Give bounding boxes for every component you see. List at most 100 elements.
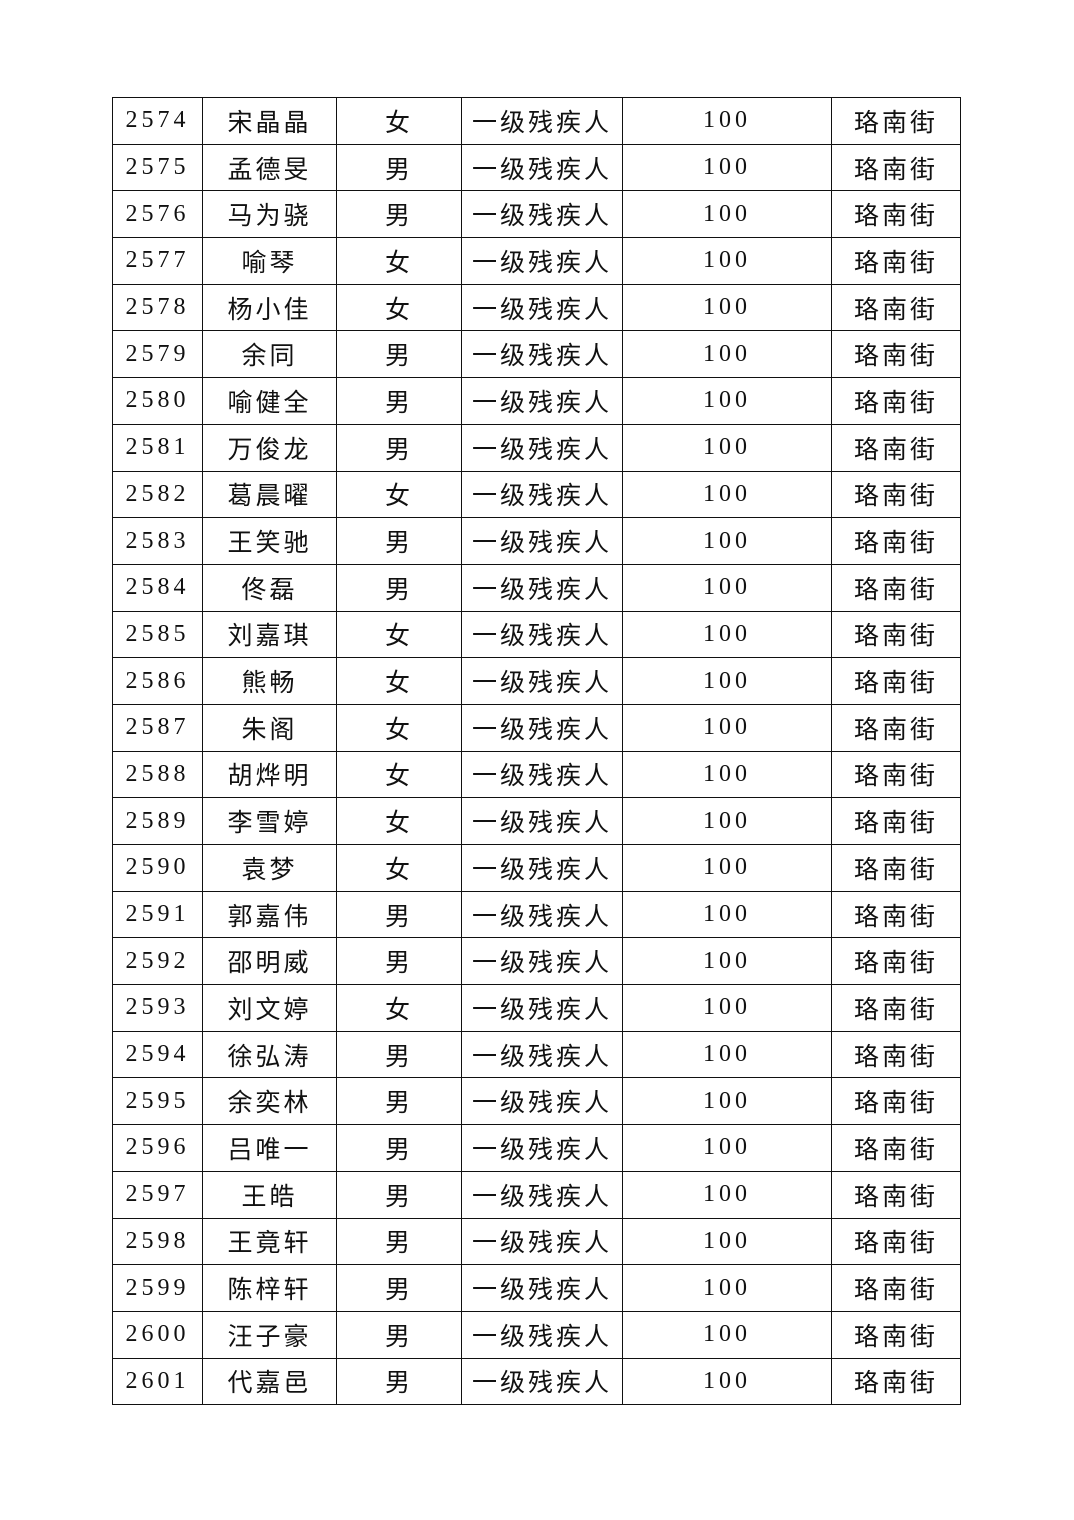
- serial-number-cell: 2576: [112, 190, 203, 239]
- gender-cell: 男: [336, 423, 462, 472]
- name-cell: 马为骁: [202, 190, 337, 239]
- table-row: 2589 李雪婷女一级残疾人 100 珞南街: [112, 797, 961, 845]
- street-cell: 珞南街: [831, 890, 961, 939]
- serial-number-cell: 2600: [112, 1310, 203, 1359]
- name-cell: 刘嘉琪: [202, 610, 337, 659]
- name-cell: 杨小佳: [202, 283, 337, 332]
- street-cell: 珞南街: [831, 984, 961, 1032]
- amount-cell: 100: [622, 750, 832, 799]
- gender-cell: 男: [336, 1170, 462, 1219]
- name-cell: 徐弘涛: [202, 1030, 337, 1079]
- disability-level-cell: 一级残疾人: [461, 1357, 623, 1406]
- amount-cell: 100: [622, 143, 832, 192]
- gender-cell: 男: [336, 1264, 462, 1312]
- disability-level-cell: 一级残疾人: [461, 1030, 623, 1079]
- amount-cell: 100: [622, 1217, 832, 1266]
- gender-cell: 男: [336, 143, 462, 192]
- serial-number-cell: 2589: [112, 797, 203, 845]
- serial-number-cell: 2594: [112, 1030, 203, 1079]
- name-cell: 王竟轩: [202, 1217, 337, 1266]
- serial-number-cell: 2584: [112, 563, 203, 612]
- disability-level-cell: 一级残疾人: [461, 844, 623, 892]
- serial-number-cell: 2575: [112, 143, 203, 192]
- street-cell: 珞南街: [831, 750, 961, 799]
- table-row: 2599 陈梓轩男一级残疾人 100 珞南街: [112, 1264, 961, 1312]
- street-cell: 珞南街: [831, 330, 961, 379]
- name-cell: 胡烨明: [202, 750, 337, 799]
- street-cell: 珞南街: [831, 517, 961, 565]
- gender-cell: 男: [336, 890, 462, 939]
- disability-level-cell: 一级残疾人: [461, 330, 623, 379]
- table-row: 2596 吕唯一男一级残疾人 100 珞南街: [112, 1124, 961, 1172]
- table-row: 2577 喻琴女一级残疾人 100 珞南街: [112, 237, 961, 285]
- disability-level-cell: 一级残疾人: [461, 190, 623, 239]
- serial-number-cell: 2581: [112, 423, 203, 472]
- amount-cell: 100: [622, 657, 832, 705]
- name-cell: 佟磊: [202, 563, 337, 612]
- table-row: 2581 万俊龙男一级残疾人 100 珞南街: [112, 423, 961, 472]
- street-cell: 珞南街: [831, 143, 961, 192]
- serial-number-cell: 2597: [112, 1170, 203, 1219]
- table-row: 2597 王皓男一级残疾人 100 珞南街: [112, 1170, 961, 1219]
- name-cell: 李雪婷: [202, 797, 337, 845]
- gender-cell: 男: [336, 937, 462, 986]
- disability-level-cell: 一级残疾人: [461, 283, 623, 332]
- name-cell: 代嘉邑: [202, 1357, 337, 1406]
- table-row: 2576 马为骁男一级残疾人 100 珞南街: [112, 190, 961, 239]
- disability-level-cell: 一级残疾人: [461, 1310, 623, 1359]
- table-row: 2592 邵明威男一级残疾人 100 珞南街: [112, 937, 961, 986]
- amount-cell: 100: [622, 797, 832, 845]
- table-row: 2578 杨小佳女一级残疾人 100 珞南街: [112, 283, 961, 332]
- name-cell: 刘文婷: [202, 984, 337, 1032]
- table-row: 2575 孟德旻男一级残疾人 100 珞南街: [112, 143, 961, 192]
- amount-cell: 100: [622, 1357, 832, 1406]
- disability-level-cell: 一级残疾人: [461, 470, 623, 519]
- street-cell: 珞南街: [831, 1217, 961, 1266]
- street-cell: 珞南街: [831, 1124, 961, 1172]
- serial-number-cell: 2585: [112, 610, 203, 659]
- street-cell: 珞南街: [831, 423, 961, 472]
- street-cell: 珞南街: [831, 1170, 961, 1219]
- gender-cell: 男: [336, 1124, 462, 1172]
- street-cell: 珞南街: [831, 1077, 961, 1126]
- serial-number-cell: 2599: [112, 1264, 203, 1312]
- table-row: 2584 佟磊男一级残疾人 100 珞南街: [112, 563, 961, 612]
- table-row: 2579 余同男一级残疾人 100 珞南街: [112, 330, 961, 379]
- disability-level-cell: 一级残疾人: [461, 237, 623, 285]
- street-cell: 珞南街: [831, 97, 961, 145]
- gender-cell: 女: [336, 750, 462, 799]
- name-cell: 汪子豪: [202, 1310, 337, 1359]
- amount-cell: 100: [622, 703, 832, 752]
- amount-cell: 100: [622, 470, 832, 519]
- amount-cell: 100: [622, 610, 832, 659]
- street-cell: 珞南街: [831, 797, 961, 845]
- name-cell: 葛晨曜: [202, 470, 337, 519]
- gender-cell: 男: [336, 1357, 462, 1406]
- amount-cell: 100: [622, 937, 832, 986]
- gender-cell: 男: [336, 1030, 462, 1079]
- serial-number-cell: 2578: [112, 283, 203, 332]
- disability-level-cell: 一级残疾人: [461, 610, 623, 659]
- table-row: 2580 喻健全男一级残疾人 100 珞南街: [112, 377, 961, 425]
- serial-number-cell: 2577: [112, 237, 203, 285]
- amount-cell: 100: [622, 1264, 832, 1312]
- street-cell: 珞南街: [831, 283, 961, 332]
- gender-cell: 男: [336, 1310, 462, 1359]
- name-cell: 余奕林: [202, 1077, 337, 1126]
- amount-cell: 100: [622, 237, 832, 285]
- disability-level-cell: 一级残疾人: [461, 1124, 623, 1172]
- table-row: 2588 胡烨明女一级残疾人 100 珞南街: [112, 750, 961, 799]
- amount-cell: 100: [622, 1030, 832, 1079]
- table-row: 2583 王笑驰男一级残疾人 100 珞南街: [112, 517, 961, 565]
- gender-cell: 女: [336, 703, 462, 752]
- street-cell: 珞南街: [831, 703, 961, 752]
- street-cell: 珞南街: [831, 190, 961, 239]
- amount-cell: 100: [622, 377, 832, 425]
- table-row: 2591 郭嘉伟男一级残疾人 100 珞南街: [112, 890, 961, 939]
- disability-level-cell: 一级残疾人: [461, 1170, 623, 1219]
- amount-cell: 100: [622, 1124, 832, 1172]
- name-cell: 袁梦: [202, 844, 337, 892]
- gender-cell: 女: [336, 237, 462, 285]
- amount-cell: 100: [622, 517, 832, 565]
- name-cell: 吕唯一: [202, 1124, 337, 1172]
